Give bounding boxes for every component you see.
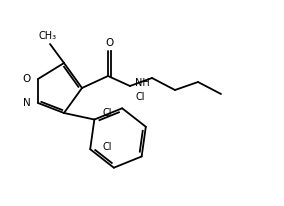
Text: O: O — [23, 74, 31, 84]
Text: Cl: Cl — [102, 142, 112, 152]
Text: N: N — [23, 98, 31, 108]
Text: NH: NH — [135, 78, 150, 88]
Text: Cl: Cl — [135, 92, 145, 102]
Text: O: O — [106, 38, 114, 48]
Text: Cl: Cl — [103, 108, 112, 118]
Text: CH₃: CH₃ — [39, 31, 57, 41]
